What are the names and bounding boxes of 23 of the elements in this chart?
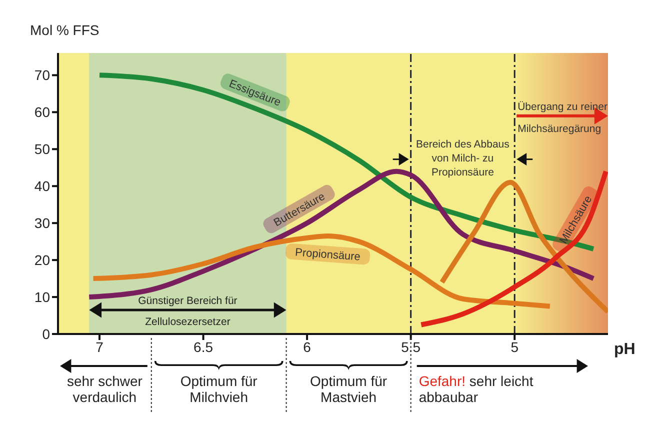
series-label: Propionsäure <box>294 246 361 264</box>
band-label: Übergang zu reiner Milchsäuregärung <box>518 100 608 135</box>
x-axis-title: pH <box>614 341 636 358</box>
text: Optimum für Milchvieh <box>180 373 258 405</box>
y-tick-label: 20 <box>34 252 50 268</box>
y-tick-label: 50 <box>34 141 50 158</box>
y-tick-label: 60 <box>34 104 50 120</box>
annotation: Bereich des Abbaus von Milch- zu Propionsäure <box>416 138 510 178</box>
y-axis-title: Mol % FFS <box>30 22 100 38</box>
y-tick-label: 10 <box>34 288 50 305</box>
y-tick-label: 0 <box>42 326 50 342</box>
band-label: Günstiger Bereich für Zellulosezersetzer <box>138 294 238 328</box>
y-tick-label: 40 <box>34 178 50 194</box>
x-tick-label: 5 <box>510 338 519 355</box>
y-tick-label: 70 <box>34 67 50 84</box>
x-tick-label: 5.5 <box>401 338 421 355</box>
x-tick-label: 7 <box>96 338 104 355</box>
text: Gefahr! sehr leicht abbaubar <box>418 373 534 405</box>
text: sehr schwer verdaulich <box>66 373 143 405</box>
y-tick-label: 30 <box>34 215 50 232</box>
text: Optimum für Mastvieh <box>310 373 388 405</box>
x-tick-label: 6 <box>303 338 312 355</box>
x-tick-label: 6.5 <box>194 338 214 355</box>
